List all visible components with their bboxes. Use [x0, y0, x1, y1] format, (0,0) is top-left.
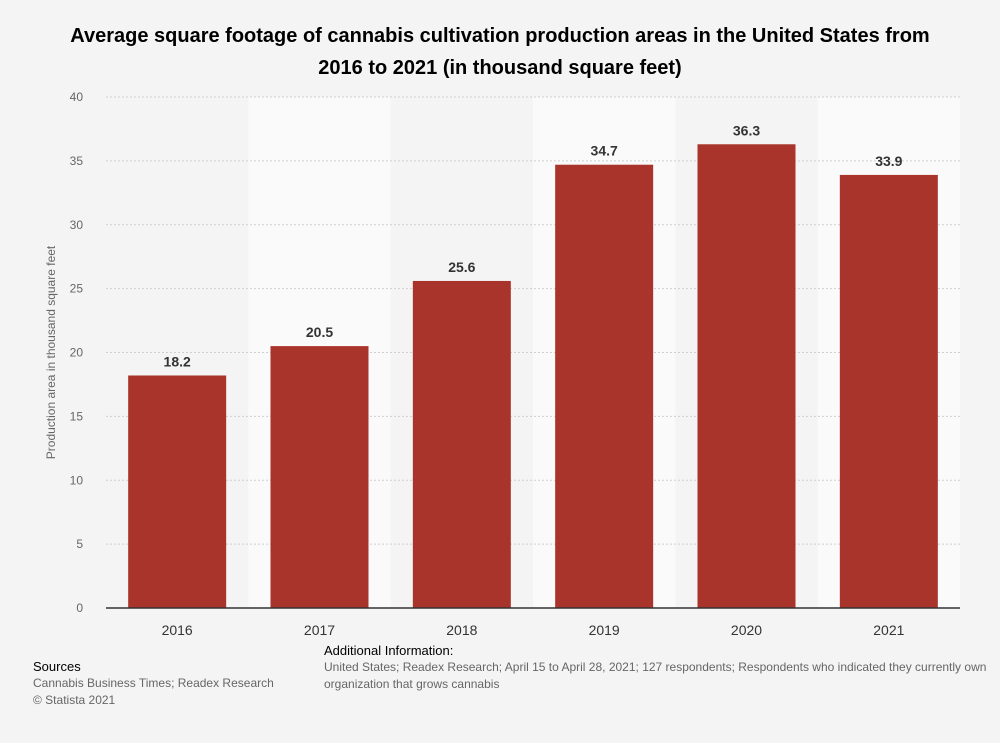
x-tick-label: 2020 [731, 622, 762, 638]
y-tick-label: 35 [70, 154, 84, 168]
bar-2019[interactable] [555, 164, 654, 608]
y-tick-label: 0 [76, 601, 83, 615]
bar-2020[interactable] [697, 144, 796, 608]
y-axis-title: Production area in thousand square feet [44, 245, 58, 459]
x-tick-label: 2018 [446, 622, 477, 638]
chart-title: Average square footage of cannabis culti… [70, 25, 930, 79]
x-axis-ticks: 2016 2017 2018 2019 2020 2021 [162, 622, 905, 638]
bars [128, 144, 938, 609]
bar-2017[interactable] [270, 346, 369, 608]
sources-line-1: Cannabis Business Times; Readex Research [33, 676, 274, 690]
bar-value-label: 18.2 [164, 353, 191, 369]
bar-value-label: 33.9 [875, 153, 902, 169]
y-tick-label: 5 [76, 537, 83, 551]
sources-heading[interactable]: Sources [33, 659, 81, 674]
bar-2016[interactable] [128, 375, 227, 608]
y-tick-label: 40 [70, 90, 84, 104]
y-axis-ticks: 0 5 10 15 20 25 30 35 40 [70, 90, 84, 615]
bar-value-label: 36.3 [733, 122, 760, 138]
x-tick-label: 2017 [304, 622, 335, 638]
bar-chart: 0 5 10 15 20 25 30 35 40 18.2 20.5 25.6 34.7 36.3 33.… [44, 90, 960, 638]
sources-block: Sources Cannabis Business Times; Readex … [33, 658, 274, 709]
x-tick-label: 2016 [162, 622, 193, 638]
bar-value-labels: 18.2 20.5 25.6 34.7 36.3 33.9 [164, 122, 903, 369]
sources-line-2: © Statista 2021 [33, 693, 116, 707]
additional-info-heading[interactable]: Additional Information: [324, 643, 454, 658]
y-tick-label: 15 [70, 409, 84, 423]
x-tick-label: 2019 [589, 622, 620, 638]
additional-info-line-2: organization that grows cannabis [324, 677, 500, 691]
bar-2021[interactable] [839, 174, 938, 609]
bar-value-label: 25.6 [448, 259, 475, 275]
bar-value-label: 34.7 [591, 143, 618, 159]
additional-info-block: Additional Information: United States; R… [324, 642, 1000, 693]
y-tick-label: 10 [70, 473, 84, 487]
y-tick-label: 30 [70, 218, 84, 232]
y-tick-label: 20 [70, 346, 84, 360]
bar-2018[interactable] [412, 280, 511, 608]
bar-value-label: 20.5 [306, 324, 333, 340]
y-tick-label: 25 [70, 282, 84, 296]
additional-info-line-1: United States; Readex Research; April 15… [324, 660, 987, 674]
x-tick-label: 2021 [873, 622, 904, 638]
